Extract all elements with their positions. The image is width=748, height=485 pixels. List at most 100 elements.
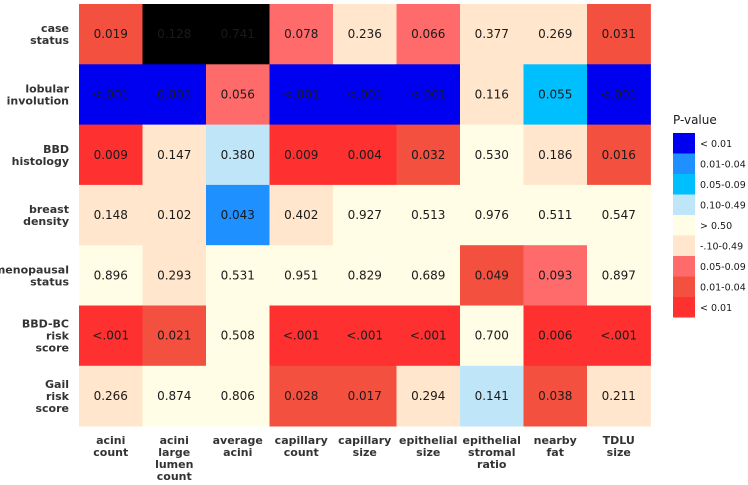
column-label: size	[416, 446, 440, 459]
legend-label: 0.01-0.04	[700, 159, 746, 170]
cell-value-label: 0.148	[94, 208, 128, 222]
cell-value-label: 0.006	[538, 329, 572, 343]
heatmap-cell	[142, 64, 207, 125]
heatmap-cell	[396, 64, 461, 125]
cell-value-label: 0.897	[602, 268, 636, 282]
heatmap-cell	[333, 184, 397, 246]
heatmap-cell	[523, 64, 588, 125]
column-label: nearby	[534, 434, 577, 447]
heatmap-cell	[206, 365, 270, 427]
cell-value-label: 0.004	[348, 148, 382, 162]
column-label: large	[158, 446, 190, 459]
heatmap-cell	[396, 365, 461, 427]
column-label: ratio	[477, 458, 507, 471]
row-label: BBD	[43, 143, 69, 156]
column-label: count	[157, 470, 192, 483]
heatmap-cell	[460, 64, 524, 125]
row-labels: casestatuslobularinvolutionBBDhistologyb…	[0, 22, 70, 415]
column-label: fat	[547, 446, 564, 459]
cell-value-label: 0.049	[475, 268, 509, 282]
cell-value-label: 0.377	[475, 27, 509, 41]
column-label: average	[213, 434, 263, 447]
heatmap-cell	[523, 245, 588, 306]
cell-value-label: 0.547	[602, 208, 636, 222]
heatmap-cell	[269, 64, 334, 125]
heatmap-cell	[460, 124, 524, 186]
heatmap-cell	[333, 64, 397, 125]
cell-value-label: 0.043	[221, 208, 255, 222]
cell-value-label: 0.021	[157, 329, 191, 343]
heatmap-cell	[206, 64, 270, 125]
heatmap-cell	[142, 124, 207, 186]
cell-value-label: 0.031	[602, 27, 636, 41]
row-label: case	[41, 22, 69, 35]
heatmap-cell	[142, 184, 207, 246]
legend-label: > 0.50	[700, 221, 732, 232]
cell-value-label: <.001	[410, 329, 447, 343]
cell-value-label: 0.896	[94, 268, 128, 282]
cell-value-label: 0.116	[475, 87, 509, 101]
row-label: lobular	[25, 82, 69, 95]
cell-value-label: 0.032	[411, 148, 445, 162]
legend-label: -.10-0.49	[700, 241, 743, 252]
column-label: size	[353, 446, 377, 459]
cell-value-label: <.001	[283, 87, 320, 101]
row-label: BBD-BC	[22, 318, 69, 331]
legend-label: < 0.01	[700, 139, 732, 150]
cell-value-label: 0.211	[602, 389, 636, 403]
column-label: acini	[160, 434, 189, 447]
heatmap-cell-values: 0.019 0.128 0.741 0.078 0.236 0.066 0.377 0.269…	[92, 27, 637, 403]
row-label: status	[30, 275, 69, 288]
cell-value-label: 0.128	[157, 27, 191, 41]
cell-value-label: 0.078	[284, 27, 318, 41]
cell-value-label: 0.017	[348, 389, 382, 403]
heatmap-cell	[460, 245, 524, 306]
column-label: epithelial	[399, 434, 457, 447]
legend-swatch	[673, 215, 695, 236]
heatmap-cell	[523, 184, 588, 246]
cell-value-label: 0.927	[348, 208, 382, 222]
heatmap-cell	[587, 365, 651, 427]
cell-value-label: 0.019	[94, 27, 128, 41]
column-label: stromal	[468, 446, 515, 459]
cell-value-label: 0.508	[221, 329, 255, 343]
cell-value-label: 0.093	[538, 268, 572, 282]
heatmap-cell	[587, 64, 651, 125]
legend-label: 0.10-0.49	[700, 200, 746, 211]
cell-value-label: 0.038	[538, 389, 572, 403]
cell-value-label: 0.530	[475, 148, 509, 162]
cell-value-label: <.001	[600, 329, 637, 343]
legend-swatch	[673, 194, 695, 215]
cell-value-label: 0.186	[538, 148, 572, 162]
legend-label: < 0.01	[700, 303, 732, 314]
heatmap-cell	[142, 245, 207, 306]
heatmap-cell	[460, 305, 524, 367]
heatmap-cell	[396, 124, 461, 186]
heatmap-cell	[79, 365, 143, 427]
cell-value-label: 0.829	[348, 268, 382, 282]
legend-label: 0.01-0.04	[700, 282, 746, 293]
heatmap-cell	[269, 184, 334, 246]
legend-swatch	[673, 256, 695, 277]
heatmap-cell	[269, 305, 334, 367]
row-label: score	[35, 342, 69, 355]
cell-value-label: 0.016	[602, 148, 636, 162]
heatmap-cell	[79, 305, 143, 367]
heatmap-cell	[79, 64, 143, 125]
legend: P-value < 0.01 0.01-0.04 0.05-0.09 0.10-0.4…	[673, 113, 746, 318]
heatmap-cell	[269, 365, 334, 427]
legend-label: 0.05-0.09	[700, 180, 746, 191]
cell-value-label: 0.294	[411, 389, 445, 403]
legend-swatch	[673, 133, 695, 154]
legend-label: 0.05-0.09	[700, 262, 746, 273]
heatmap-cell	[460, 184, 524, 246]
legend-title: P-value	[673, 113, 717, 127]
cell-value-label: 0.700	[475, 329, 509, 343]
column-label: lumen	[155, 458, 193, 471]
heatmap-cell	[142, 305, 207, 367]
cell-value-label: <.001	[92, 87, 129, 101]
row-label: risk	[46, 330, 70, 343]
cell-value-label: <.001	[346, 329, 383, 343]
heatmap-cell	[587, 245, 651, 306]
heatmap-cell	[333, 305, 397, 367]
